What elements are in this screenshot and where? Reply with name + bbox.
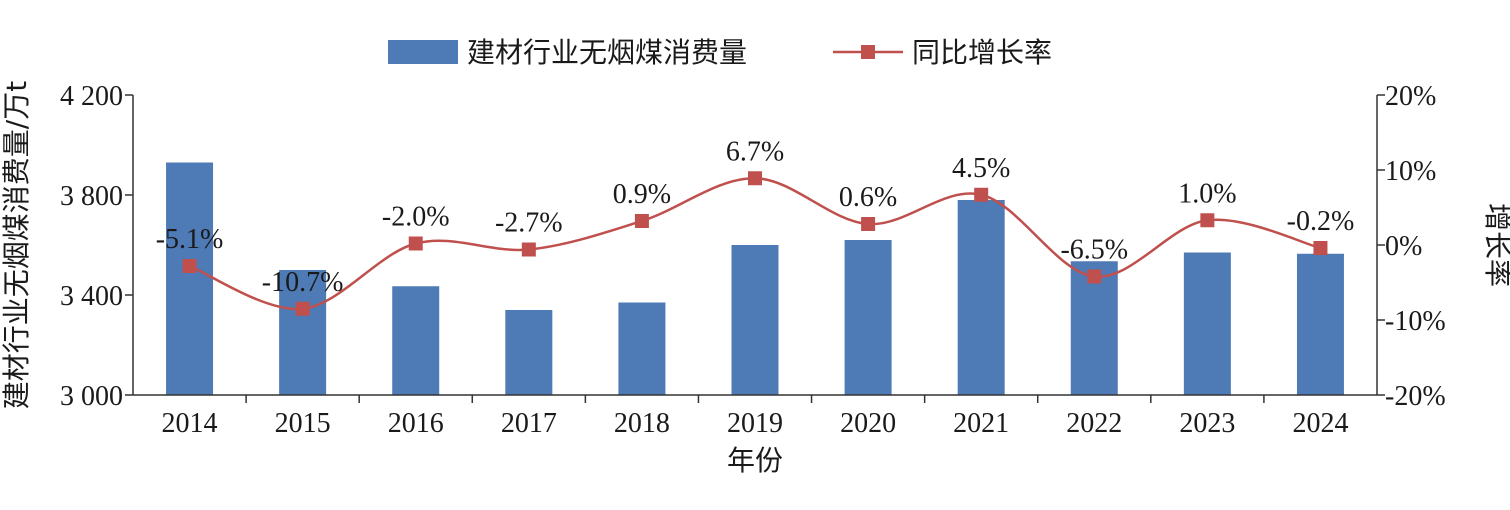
line-series	[182, 171, 1328, 316]
growth-rate-data-label: 0.9%	[613, 179, 671, 210]
bar	[957, 200, 1005, 395]
bar	[844, 240, 892, 395]
legend: 建材行业无烟煤消费量 同比增长率	[388, 36, 1052, 69]
growth-rate-marker	[974, 187, 989, 202]
x-tick-label: 2020	[840, 408, 896, 439]
y-axis-ticks: 3 000 3 400 3 800 4 200	[60, 81, 133, 412]
y2-tick-label: -20%	[1385, 381, 1446, 412]
growth-rate-marker	[861, 217, 876, 231]
growth-rate-data-label: -10.7%	[262, 267, 344, 298]
y-tick-label: 3 800	[60, 181, 123, 212]
bar	[505, 310, 553, 395]
y2-tick-label: 10%	[1385, 156, 1436, 187]
growth-rate-data-label: 0.6%	[839, 182, 897, 213]
growth-rate-marker	[295, 301, 310, 316]
growth-rate-marker	[1200, 213, 1215, 228]
bar	[731, 245, 779, 395]
growth-rate-data-label: -5.1%	[156, 224, 224, 255]
growth-rate-marker	[1087, 269, 1102, 284]
growth-rate-data-label: -2.0%	[382, 202, 450, 233]
legend-line-label: 同比增长率	[912, 36, 1052, 69]
y2-tick-label: 0%	[1385, 231, 1422, 262]
legend-line-marker	[861, 45, 875, 59]
growth-rate-marker	[521, 242, 536, 257]
x-tick-label: 2017	[501, 408, 557, 439]
y2-axis-title: 增长率	[1481, 203, 1510, 287]
y-tick-label: 3 400	[60, 281, 123, 312]
x-axis-ticks: 2014 2015 2016 2017 2018 2019 2020 2021 2022 2023…	[162, 395, 1348, 439]
y-tick-label: 3 000	[60, 381, 123, 412]
growth-rate-data-label: -0.2%	[1287, 206, 1355, 237]
x-tick-label: 2022	[1066, 408, 1122, 439]
x-tick-label: 2023	[1179, 408, 1235, 439]
bar	[1183, 252, 1231, 395]
x-tick-label: 2014	[162, 408, 218, 439]
bar	[392, 286, 440, 395]
y2-axis-ticks: -20% -10% 0% 10% 20%	[1377, 81, 1446, 412]
legend-bar-swatch	[388, 40, 458, 64]
y2-tick-label: -10%	[1385, 306, 1446, 337]
legend-bar-label: 建材行业无烟煤消费量	[467, 36, 747, 69]
x-tick-label: 2015	[275, 408, 331, 439]
bar	[166, 162, 214, 395]
bar	[1296, 253, 1344, 395]
data-labels: -5.1% -10.7% -2.0% -2.7% 0.9% 6.7% 0.6% 4.5% -6.…	[156, 136, 1355, 298]
growth-rate-data-label: -2.7%	[495, 208, 563, 239]
growth-rate-marker	[1313, 241, 1328, 255]
y2-tick-label: 20%	[1385, 81, 1436, 112]
y-tick-label: 4 200	[60, 81, 123, 112]
bar	[1070, 261, 1118, 395]
x-tick-label: 2018	[614, 408, 670, 439]
bar	[618, 302, 666, 395]
x-tick-label: 2024	[1292, 408, 1348, 439]
x-tick-label: 2016	[388, 408, 444, 439]
growth-rate-data-label: 4.5%	[952, 153, 1010, 184]
bar-series	[166, 162, 1344, 395]
growth-rate-marker	[748, 171, 762, 186]
growth-rate-marker	[408, 236, 423, 251]
x-tick-label: 2021	[953, 408, 1009, 439]
x-tick-label: 2019	[727, 408, 783, 439]
x-axis-title: 年份	[727, 444, 783, 477]
y-axis-title: 建材行业无烟煤消费量/万t	[0, 81, 33, 409]
growth-rate-marker	[634, 214, 649, 228]
growth-rate-data-label: 1.0%	[1178, 178, 1236, 209]
bar	[279, 270, 327, 395]
growth-rate-marker	[182, 259, 197, 273]
growth-rate-data-label: 6.7%	[726, 136, 784, 167]
growth-rate-data-label: -6.5%	[1060, 235, 1128, 266]
